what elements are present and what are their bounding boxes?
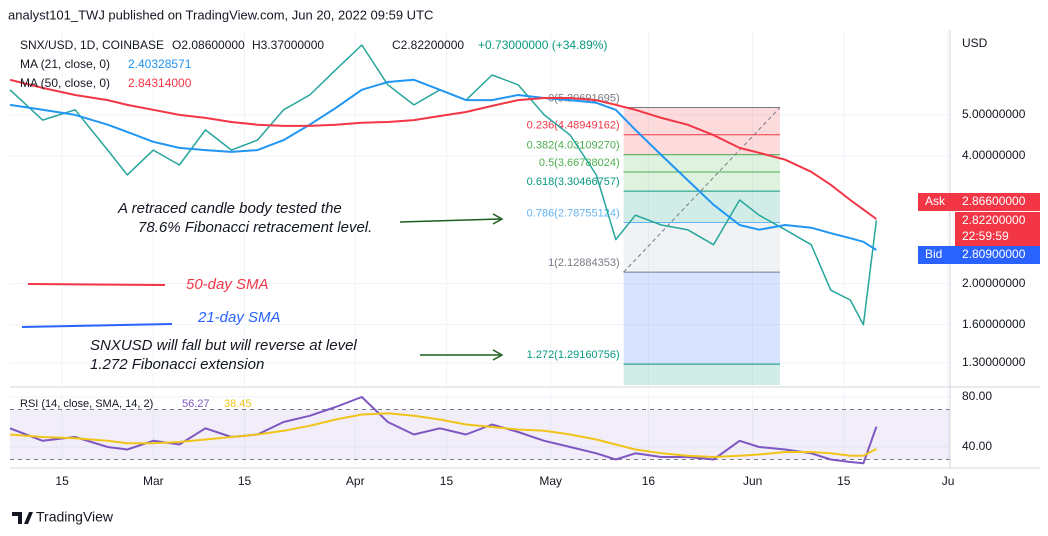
legend-ma50-value: 2.84314000 <box>128 76 192 90</box>
brand-logo <box>12 512 33 524</box>
ask-label: Ask <box>925 194 946 208</box>
fib-zone <box>623 222 780 273</box>
arrow <box>399 218 501 223</box>
x-tick-label: Ju <box>942 474 955 488</box>
front-layer: 15 Mar 15 Apr 15 May 16 Jun 15 Ju 5.00000000 4.0000… <box>9 44 1026 488</box>
series-line <box>9 78 877 251</box>
legend-close: C2.82200000 <box>392 38 464 52</box>
fib-label: 0.618(3.30466757) <box>527 176 620 188</box>
annotation: 21-day SMA <box>197 309 281 326</box>
back-layer <box>10 30 950 465</box>
y-tick-label: 1.30000000 <box>962 355 1026 369</box>
legend-high: H3.37000000 <box>252 38 324 52</box>
x-tick-label: 15 <box>837 474 851 488</box>
series-line <box>9 78 877 220</box>
legend-rsi: RSI (14, close, SMA, 14, 2) <box>20 398 153 410</box>
legend-symbol: SNX/USD, 1D, COINBASE <box>20 38 164 52</box>
y-tick-label: 1.60000000 <box>962 317 1026 331</box>
fib-zone <box>623 171 780 192</box>
fib-label: 0.786(2.78755124) <box>527 207 620 219</box>
annotation: 1.272 Fibonacci extension <box>90 356 264 373</box>
arrow-head <box>492 349 504 361</box>
arrow-head <box>492 213 504 225</box>
ask-tag <box>918 193 1040 211</box>
fib-zone <box>623 154 780 172</box>
brand: TradingView <box>36 509 114 525</box>
y-tick-label: 80.00 <box>962 389 992 403</box>
fib-label: 1(2.12884353) <box>548 257 620 269</box>
fib-zone <box>623 272 780 365</box>
x-tick-label: Mar <box>143 474 164 488</box>
axis-unit: USD <box>962 36 988 50</box>
annotation: SNXUSD will fall but will reverse at lev… <box>90 337 357 354</box>
legend-rsi-sma-value: 38.45 <box>224 398 252 410</box>
legend-ma50: MA (50, close, 0) <box>20 76 110 90</box>
x-tick-label: May <box>539 474 562 488</box>
annotation: 78.6% Fibonacci retracement level. <box>138 219 372 236</box>
series-line <box>9 44 878 326</box>
legend-rsi-value: 56.27 <box>182 398 210 410</box>
y-tick-label: 4.00000000 <box>962 148 1026 162</box>
fib-label: 0.236(4.48949162) <box>527 120 620 132</box>
x-tick-label: 15 <box>440 474 454 488</box>
fib-zone <box>623 191 780 223</box>
x-tick-label: 15 <box>55 474 69 488</box>
last-price: 2.82200000 <box>962 213 1026 227</box>
ask-price: 2.86600000 <box>962 194 1026 208</box>
fib-label: 1.272(1.29160756) <box>527 349 620 361</box>
fib-zone <box>623 364 780 385</box>
sma21-sample <box>21 323 173 328</box>
fib-zone <box>623 134 780 155</box>
x-tick-label: 15 <box>238 474 252 488</box>
annotation: A retraced candle body tested the <box>117 200 342 217</box>
y-tick-label: 5.00000000 <box>962 107 1026 121</box>
byline: analyst101_TWJ published on TradingView.… <box>8 7 433 22</box>
sma50-sample <box>27 283 166 286</box>
x-tick-label: 16 <box>642 474 656 488</box>
last-tag <box>955 212 1040 246</box>
fib-trend <box>623 107 781 273</box>
bid-tag <box>918 246 1040 264</box>
series-line <box>9 412 877 458</box>
legend-change: +0.73000000 (+34.89%) <box>478 38 607 52</box>
fib-label: 0.5(3.66788024) <box>539 157 620 169</box>
annotation: 50-day SMA <box>186 276 269 293</box>
x-tick-label: Apr <box>346 474 365 488</box>
series-line <box>9 396 878 465</box>
legend-open: O2.08600000 <box>172 38 245 52</box>
legend-ma21-value: 2.40328571 <box>128 57 192 71</box>
y-tick-label: 2.00000000 <box>962 276 1026 290</box>
bid-label: Bid <box>925 247 942 261</box>
x-tick-label: Jun <box>743 474 762 488</box>
bid-price: 2.80900000 <box>962 247 1026 261</box>
fib-label: 0.382(4.03109270) <box>527 139 620 151</box>
countdown: 22:59:59 <box>962 229 1009 243</box>
y-tick-label: 40.00 <box>962 439 992 453</box>
legend-ma21: MA (21, close, 0) <box>20 57 110 71</box>
